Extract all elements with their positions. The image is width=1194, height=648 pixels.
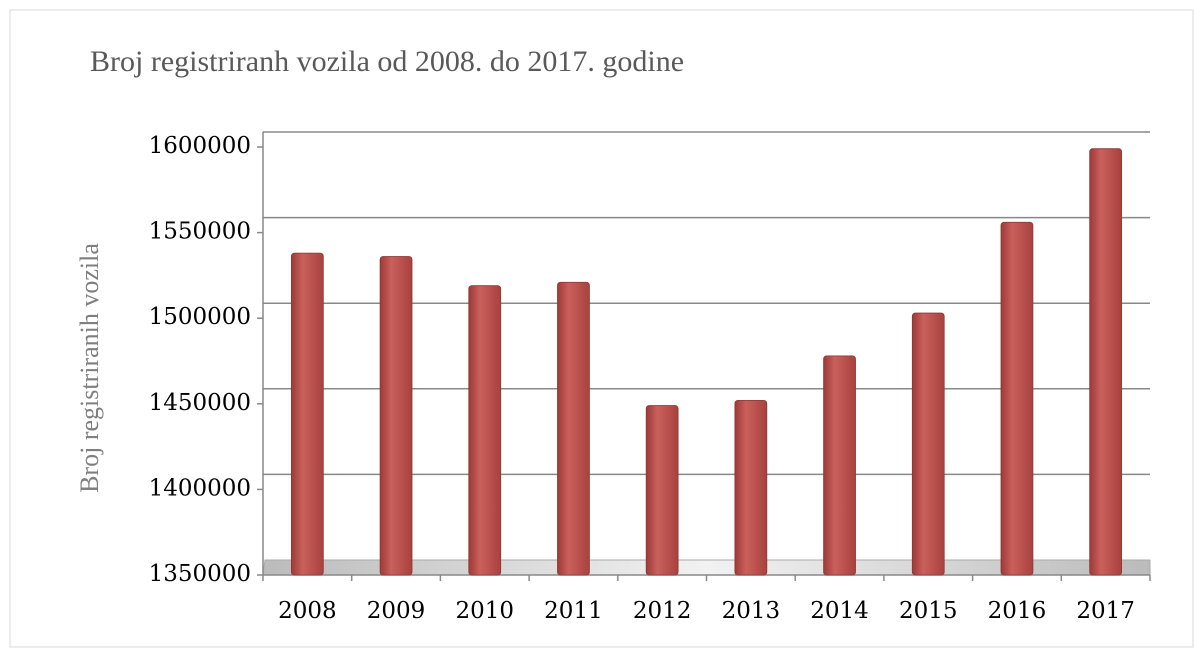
x-tick-label: 2012 [633,598,692,624]
bar [1000,221,1034,576]
x-tick-label: 2011 [544,598,603,624]
x-tick-label: 2014 [810,598,869,624]
bar [290,252,324,576]
y-axis-label: Broj registriranih vozila [75,243,104,493]
chart-border [9,9,1194,648]
x-tick-label: 2015 [899,598,958,624]
bar [823,355,856,576]
bar [468,285,502,576]
y-tick-label: 1550000 [149,219,251,245]
y-tick-label: 1450000 [149,390,251,416]
bar [645,405,679,576]
y-tick-label: 1600000 [149,133,251,159]
x-tick-label: 2009 [367,598,426,624]
y-tick-label: 1350000 [149,561,251,587]
bar [1089,148,1123,576]
bar [379,256,413,576]
x-tick-label: 2010 [455,598,514,624]
bar [557,281,590,576]
x-tick-label: 2008 [278,598,337,624]
x-tick-label: 2013 [722,598,781,624]
x-tick-label: 2016 [988,598,1047,624]
y-tick-label: 1400000 [149,475,251,501]
chart-title: Broj registriranh vozila od 2008. do 201… [90,45,684,78]
bar [911,312,945,576]
bar [734,399,768,576]
y-tick-label: 1500000 [149,304,251,330]
x-tick-label: 2017 [1076,598,1135,624]
